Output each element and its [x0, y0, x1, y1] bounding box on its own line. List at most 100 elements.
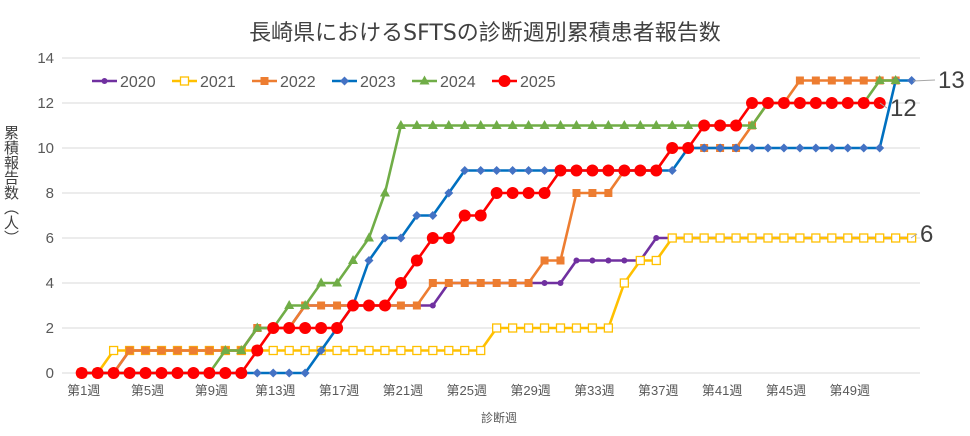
data-point	[411, 120, 422, 129]
data-point	[507, 323, 518, 333]
data-point	[380, 345, 390, 356]
data-point	[857, 97, 870, 109]
data-point	[340, 76, 349, 86]
data-point	[602, 164, 615, 177]
data-point	[603, 323, 614, 333]
data-point	[667, 233, 677, 243]
data-point	[300, 345, 310, 356]
data-point	[429, 302, 436, 309]
data-point	[380, 233, 390, 243]
data-point	[396, 345, 406, 356]
y-tick-label: 4	[46, 275, 54, 292]
data-point	[252, 368, 262, 378]
data-point	[267, 322, 280, 334]
data-point	[300, 300, 311, 309]
data-point	[316, 346, 326, 355]
data-point	[492, 279, 501, 287]
data-point	[603, 120, 614, 129]
data-point	[779, 143, 789, 153]
legend-label: 2023	[360, 74, 396, 91]
data-point	[666, 142, 679, 154]
data-point	[347, 299, 360, 312]
x-tick-label: 第37週	[638, 383, 678, 398]
data-point	[396, 233, 406, 243]
data-point	[364, 345, 374, 356]
data-point	[284, 345, 294, 356]
data-point	[604, 189, 613, 197]
legend-item-2022: 2022	[252, 74, 316, 91]
data-point	[586, 164, 599, 177]
data-point	[747, 120, 758, 129]
data-point	[476, 166, 486, 175]
data-point	[554, 164, 567, 177]
data-point	[763, 143, 773, 153]
data-point	[538, 187, 551, 199]
data-point	[187, 367, 200, 379]
data-point	[490, 187, 503, 199]
data-point	[260, 77, 269, 85]
data-point	[730, 119, 743, 132]
data-point	[619, 120, 630, 129]
data-point	[587, 120, 598, 129]
data-point	[875, 233, 885, 243]
data-point	[811, 143, 821, 153]
data-point	[428, 279, 437, 287]
data-point	[508, 279, 517, 287]
data-point	[715, 143, 725, 153]
data-point	[507, 120, 518, 129]
data-point	[412, 345, 422, 356]
end-label: 12	[890, 95, 917, 122]
data-point	[699, 233, 709, 243]
data-point	[795, 233, 805, 243]
data-point	[444, 188, 454, 198]
data-point	[458, 209, 471, 222]
data-point	[268, 368, 278, 378]
end-label: 13	[938, 67, 965, 94]
data-point	[428, 211, 438, 220]
data-point	[331, 322, 344, 334]
legend-label: 2022	[280, 74, 316, 91]
data-point	[540, 166, 550, 175]
data-point	[557, 280, 564, 286]
data-point	[476, 345, 486, 356]
legend-item-2021: 2021	[172, 74, 236, 91]
x-tick-label: 第45週	[766, 383, 806, 398]
data-point	[605, 257, 612, 264]
data-point	[139, 367, 152, 379]
data-point	[460, 345, 470, 356]
data-point	[428, 345, 438, 356]
data-point	[572, 189, 581, 197]
y-tick-label: 12	[37, 95, 54, 112]
data-point	[284, 368, 294, 378]
data-point	[125, 346, 134, 355]
series-2022	[77, 76, 900, 377]
data-point	[571, 323, 582, 333]
data-point	[157, 346, 166, 355]
data-point	[555, 323, 566, 333]
x-tick-label: 第13週	[255, 383, 295, 398]
legend-item-2020: 2020	[92, 74, 156, 91]
data-point	[378, 299, 391, 312]
data-point	[746, 97, 759, 109]
data-point	[907, 76, 917, 85]
data-point	[299, 322, 312, 334]
data-point	[825, 97, 838, 109]
data-point	[635, 120, 646, 129]
data-point	[236, 345, 247, 354]
data-point	[843, 76, 852, 85]
data-point	[859, 76, 868, 85]
data-point	[683, 233, 693, 243]
chart-title: 長崎県におけるSFTSの診断週別累積患者報告数	[249, 21, 721, 46]
data-point	[332, 345, 342, 356]
data-point	[698, 119, 711, 132]
leader-line	[910, 233, 918, 239]
data-point	[587, 323, 598, 333]
data-point	[395, 120, 406, 129]
data-point	[474, 209, 487, 222]
data-point	[843, 233, 853, 243]
y-tick-label: 6	[46, 230, 54, 247]
y-axis-title: 累積報告数（人）	[2, 125, 20, 245]
data-point	[362, 299, 375, 312]
x-tick-label: 第1週	[67, 383, 100, 398]
